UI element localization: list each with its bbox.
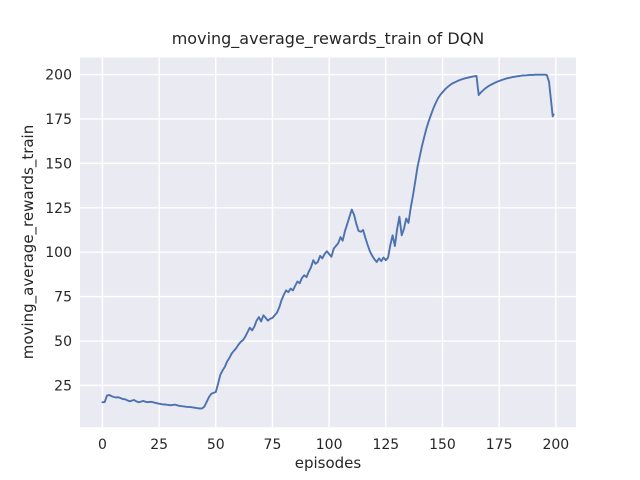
y-axis-tick-labels: 25 50 75 100 125 150 175 200 [45, 68, 72, 395]
x-tick-label: 125 [372, 437, 399, 453]
y-tick-label: 200 [45, 68, 72, 84]
x-tick-label: 50 [207, 437, 225, 453]
y-tick-label: 125 [45, 201, 72, 217]
x-axis-tick-labels: 0 25 50 75 100 125 150 175 200 [98, 437, 569, 453]
x-tick-label: 75 [264, 437, 282, 453]
x-tick-label: 0 [98, 437, 107, 453]
y-tick-label: 50 [54, 334, 72, 350]
x-tick-label: 150 [429, 437, 456, 453]
y-tick-label: 100 [45, 245, 72, 261]
y-tick-label: 175 [45, 112, 72, 128]
x-tick-label: 200 [542, 437, 569, 453]
plot-area [80, 57, 576, 428]
y-tick-label: 75 [54, 290, 72, 306]
x-tick-label: 25 [150, 437, 168, 453]
x-tick-label: 175 [486, 437, 513, 453]
y-tick-label: 150 [45, 156, 72, 172]
series-line-moving-average [101, 73, 555, 410]
chart-title: moving_average_rewards_train of DQN [172, 29, 485, 49]
x-tick-label: 100 [316, 437, 343, 453]
y-axis-label: moving_average_rewards_train [19, 125, 38, 359]
x-axis-label: episodes [295, 454, 362, 472]
y-tick-label: 25 [54, 378, 72, 394]
